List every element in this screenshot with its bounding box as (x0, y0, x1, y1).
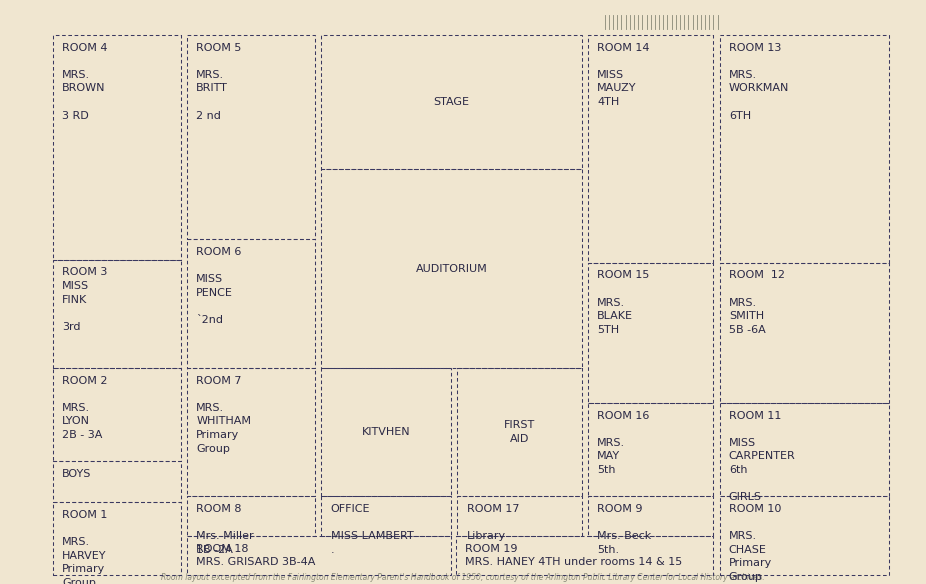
Text: STAGE: STAGE (433, 97, 469, 107)
Text: ROOM 17

Library: ROOM 17 Library (467, 504, 519, 541)
Text: ROOM 19
MRS. HANEY 4TH under rooms 14 & 15: ROOM 19 MRS. HANEY 4TH under rooms 14 & … (465, 544, 682, 567)
Text: AUDITORIUM: AUDITORIUM (416, 263, 487, 274)
Text: Room layout excerpted from the Fairlington Elementary Parent's Handbook of 1950,: Room layout excerpted from the Fairlingt… (161, 573, 765, 582)
Text: OFFICE

MISS LAMBERT
.: OFFICE MISS LAMBERT . (331, 504, 413, 555)
Text: ROOM 14

MISS
MAUZY
4TH: ROOM 14 MISS MAUZY 4TH (597, 43, 650, 107)
Text: ROOM 6

MISS
PENCE

`2nd: ROOM 6 MISS PENCE `2nd (196, 247, 242, 325)
Text: ROOM 1

MRS.
HARVEY
Primary
Group: ROOM 1 MRS. HARVEY Primary Group (62, 510, 107, 584)
Text: ROOM 3
MISS
FINK

3rd: ROOM 3 MISS FINK 3rd (62, 267, 107, 332)
Text: ROOM 11

MISS
CARPENTER
6th

GIRLS: ROOM 11 MISS CARPENTER 6th GIRLS (729, 411, 795, 502)
Text: ROOM 15

MRS.
BLAKE
5TH: ROOM 15 MRS. BLAKE 5TH (597, 270, 650, 335)
Text: ROOM 9

Mrs. Beck
5th.: ROOM 9 Mrs. Beck 5th. (597, 504, 652, 555)
Text: ROOM 18
MRS. GRISARD 3B-4A: ROOM 18 MRS. GRISARD 3B-4A (196, 544, 316, 567)
Text: ROOM 4

MRS.
BROWN

3 RD: ROOM 4 MRS. BROWN 3 RD (62, 43, 107, 121)
Text: ROOM 16

MRS.
MAY
5th: ROOM 16 MRS. MAY 5th (597, 411, 650, 475)
Text: ROOM 7

MRS.
WHITHAM
Primary
Group: ROOM 7 MRS. WHITHAM Primary Group (196, 376, 251, 454)
Text: BOYS: BOYS (62, 469, 92, 479)
Text: ROOM 10

MRS.
CHASE
Primary
Group: ROOM 10 MRS. CHASE Primary Group (729, 504, 782, 582)
Text: ROOM 5

MRS.
BRITT

2 nd: ROOM 5 MRS. BRITT 2 nd (196, 43, 242, 121)
Text: ROOM  12

MRS.
SMITH
5B -6A: ROOM 12 MRS. SMITH 5B -6A (729, 270, 784, 335)
Text: ROOM 2

MRS.
LYON
2B - 3A: ROOM 2 MRS. LYON 2B - 3A (62, 376, 107, 440)
Text: KITVHEN: KITVHEN (362, 427, 410, 437)
Text: ROOM 13

MRS.
WORKMAN

6TH: ROOM 13 MRS. WORKMAN 6TH (729, 43, 789, 121)
Text: FIRST
AID: FIRST AID (504, 420, 535, 444)
Text: ROOM 8

Mrs. Miller
1B -2A: ROOM 8 Mrs. Miller 1B -2A (196, 504, 254, 555)
